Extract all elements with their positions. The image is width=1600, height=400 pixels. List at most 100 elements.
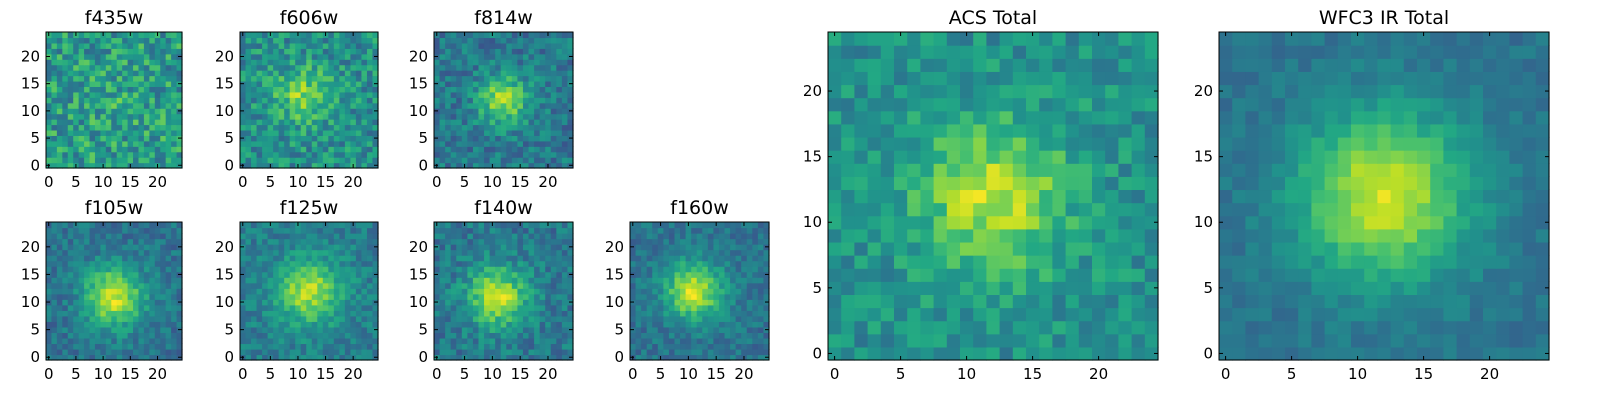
heatmap-cell — [273, 119, 280, 126]
heatmap-cell — [289, 146, 296, 153]
heatmap-cell — [122, 91, 129, 98]
heatmap-cell — [674, 233, 681, 240]
heatmap-cell — [143, 244, 150, 251]
heatmap-cell — [467, 348, 474, 356]
heatmap-cell — [696, 238, 703, 245]
heatmap-cell — [317, 332, 324, 339]
heatmap-cell — [355, 80, 363, 87]
heatmap-cell — [1092, 202, 1106, 217]
heatmap-cell — [289, 80, 296, 87]
heatmap-cell — [105, 75, 112, 82]
heatmap-cell — [467, 113, 474, 120]
heatmap-cell — [350, 70, 357, 77]
heatmap-cell — [366, 53, 374, 60]
heatmap-cell — [539, 53, 546, 60]
heatmap-cell — [105, 288, 112, 295]
heatmap-cell — [696, 244, 703, 251]
heatmap-cell — [245, 293, 252, 300]
heatmap-cell — [267, 91, 274, 98]
heatmap-cell — [78, 244, 85, 251]
heatmap-cell — [289, 37, 296, 44]
heatmap-cell — [372, 113, 379, 120]
heatmap-cell — [522, 97, 530, 104]
heatmap-cell — [445, 42, 452, 49]
heatmap-cell — [663, 244, 670, 251]
heatmap-cell — [322, 119, 329, 126]
heatmap-cell — [366, 75, 374, 82]
heatmap-cell — [1065, 268, 1080, 282]
heatmap-cell — [567, 315, 574, 322]
heatmap-cell — [652, 233, 659, 240]
heatmap-cell — [273, 75, 280, 82]
heatmap-cell — [718, 343, 726, 350]
heatmap-cell — [361, 80, 368, 87]
heatmap-cell — [746, 277, 753, 284]
heatmap-cell — [133, 326, 140, 333]
heatmap-cell — [702, 288, 709, 295]
heatmap-cell — [461, 260, 468, 267]
heatmap-cell — [339, 348, 346, 356]
heatmap-cell — [467, 64, 474, 71]
heatmap-cell — [262, 260, 269, 267]
heatmap-cell — [366, 129, 374, 136]
heatmap-cell — [267, 277, 274, 284]
heatmap-cell — [707, 321, 714, 328]
heatmap-cell — [56, 233, 63, 240]
heatmap-cell — [84, 293, 91, 300]
heatmap-cell — [635, 321, 642, 328]
heatmap-cell — [311, 271, 318, 278]
heatmap-cell — [674, 354, 681, 361]
heatmap-cell — [89, 304, 96, 311]
heatmap-cell — [907, 294, 921, 309]
heatmap-cell — [67, 151, 74, 158]
heatmap-cell — [78, 293, 85, 300]
heatmap-cell — [240, 129, 247, 136]
heatmap-cell — [730, 348, 737, 356]
heatmap-cell — [489, 119, 496, 126]
heatmap-cell — [467, 42, 474, 49]
heatmap-cell — [445, 113, 452, 120]
heatmap-cell — [1118, 268, 1133, 282]
heatmap-cell — [495, 129, 502, 136]
heatmap-cell — [84, 48, 91, 55]
heatmap-cell — [730, 260, 737, 267]
heatmap-cell — [122, 86, 129, 93]
heatmap-cell — [511, 70, 518, 77]
heatmap-cell — [46, 64, 53, 71]
heatmap-cell — [240, 151, 247, 158]
heatmap-cell — [439, 97, 446, 104]
heatmap-cell — [484, 238, 491, 245]
heatmap-cell — [46, 151, 53, 158]
heatmap-cell — [322, 249, 329, 256]
heatmap-cell — [366, 260, 374, 267]
heatmap-cell — [165, 288, 172, 295]
heatmap-cell — [256, 271, 263, 278]
heatmap-cell — [495, 233, 502, 240]
heatmap-cell — [550, 260, 557, 267]
heatmap-cell — [685, 304, 692, 311]
heatmap-cell — [127, 140, 134, 147]
heatmap-cell — [143, 233, 150, 240]
heatmap-cell — [73, 227, 80, 234]
heatmap-cell — [707, 271, 714, 278]
heatmap-cell — [960, 228, 974, 243]
heatmap-cell — [495, 227, 502, 234]
heatmap-cell — [495, 48, 502, 55]
heatmap-cell — [154, 53, 161, 60]
heatmap-cell — [51, 277, 58, 284]
heatmap-cell — [445, 135, 452, 142]
heatmap-cell — [511, 249, 518, 256]
heatmap-cell — [94, 266, 101, 273]
heatmap-cell — [149, 70, 156, 77]
heatmap-cell — [539, 354, 546, 361]
heatmap-cell — [289, 119, 296, 126]
heatmap-cell — [1065, 320, 1080, 335]
heatmap-cell — [143, 282, 150, 289]
heatmap-cell — [467, 332, 474, 339]
heatmap-cell — [730, 227, 737, 234]
heatmap-cell — [160, 157, 167, 164]
heatmap-cell — [550, 266, 557, 273]
heatmap-cell — [105, 249, 112, 256]
y-tick-label: 15 — [409, 265, 428, 283]
heatmap-cell — [171, 277, 178, 284]
